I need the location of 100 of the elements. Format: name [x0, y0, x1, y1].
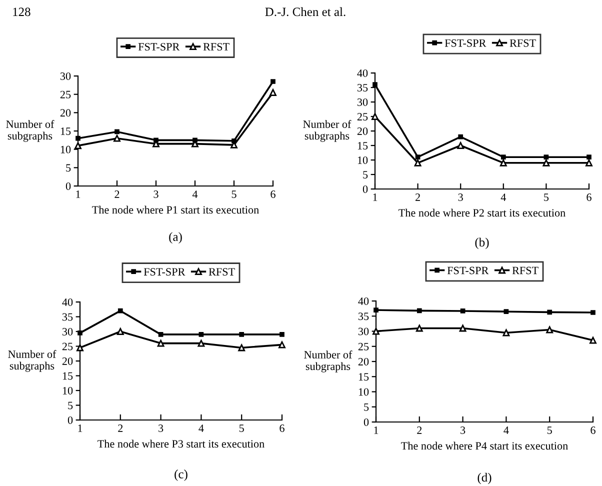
- point: [547, 310, 552, 315]
- y-axis-title: Number of subgraphs: [303, 120, 352, 142]
- point: [586, 159, 592, 166]
- x-axis-title: The node where P4 start its execution: [401, 442, 568, 450]
- y-tick-label: 0: [66, 182, 71, 190]
- point: [590, 310, 596, 315]
- x-tick-label: 2: [114, 190, 120, 198]
- point: [416, 308, 422, 314]
- x-tick-label: 3: [460, 426, 466, 434]
- point: [590, 336, 596, 344]
- point: [270, 79, 276, 84]
- text: (d): [478, 472, 492, 484]
- x-tick-label: 1: [373, 194, 378, 201]
- point: [415, 154, 420, 160]
- text: 128: [13, 8, 30, 16]
- y-tick-label: 20: [62, 357, 73, 365]
- text: D.-J. Chen et al.: [265, 7, 346, 16]
- y-tick-label: 5: [68, 402, 73, 410]
- text: (c): [174, 470, 188, 481]
- x-tick-label: 3: [154, 190, 158, 198]
- y-tick-label: 40: [62, 298, 73, 306]
- text: (b): [475, 238, 489, 250]
- x-tick-label: 4: [504, 426, 509, 434]
- y-tick-label: 25: [358, 342, 369, 350]
- point: [280, 332, 284, 337]
- x-axis-title: The node where P2 start its execution: [398, 208, 566, 217]
- legend-label: FST-SPR: [444, 39, 486, 47]
- y-axis-title: Number of subgraphs: [6, 120, 54, 142]
- point: [198, 332, 204, 337]
- y-tick-label: 5: [363, 171, 368, 178]
- y-tick-label: 10: [60, 146, 71, 154]
- y-tick-label: 15: [62, 372, 73, 380]
- text: (a): [169, 232, 182, 244]
- y-tick-label: 0: [362, 185, 368, 193]
- x-tick-label: 6: [270, 190, 276, 198]
- y-tick-label: 20: [60, 109, 71, 117]
- point: [374, 308, 378, 313]
- x-tick-label: 1: [374, 426, 378, 434]
- legend-label: FST-SPR: [447, 266, 489, 274]
- y-axis-title: Number of subgraphs: [8, 350, 56, 372]
- y-tick-label: 20: [357, 127, 368, 135]
- legend-label: RFST: [203, 43, 230, 51]
- y-tick-label: 15: [358, 142, 368, 150]
- x-tick-label: 2: [416, 194, 420, 201]
- x-tick-label: 4: [500, 194, 506, 201]
- x-tick-label: 6: [590, 426, 596, 434]
- point: [500, 154, 506, 160]
- point: [158, 332, 164, 337]
- x-tick-label: 4: [192, 190, 198, 198]
- x-tick-label: 2: [118, 424, 123, 432]
- y-tick-label: 40: [357, 69, 368, 77]
- x-tick-label: 1: [76, 190, 80, 198]
- x-tick-label: 3: [458, 194, 463, 201]
- legend-label: RFST: [208, 268, 235, 276]
- legend-label: RFST: [510, 39, 536, 47]
- y-tick-label: 10: [358, 156, 368, 164]
- x-tick-label: 2: [417, 426, 422, 434]
- x-tick-label: 5: [239, 424, 244, 432]
- y-tick-label: 0: [364, 418, 369, 426]
- x-tick-label: 3: [158, 424, 164, 432]
- point: [157, 340, 164, 347]
- point: [198, 340, 205, 347]
- point: [586, 154, 592, 160]
- y-tick-label: 35: [358, 312, 369, 320]
- point: [460, 308, 466, 314]
- point: [544, 154, 549, 160]
- point: [459, 324, 466, 332]
- point: [76, 136, 80, 141]
- x-tick-label: 6: [586, 194, 592, 201]
- x-tick-label: 5: [232, 190, 236, 198]
- y-tick-label: 10: [62, 386, 73, 394]
- y-tick-label: 25: [357, 112, 368, 120]
- legend-label: FST-SPR: [138, 43, 180, 51]
- y-tick-label: 15: [60, 128, 71, 135]
- y-tick-label: 40: [358, 297, 369, 305]
- x-axis-title: The node where P3 start its execution: [98, 440, 264, 448]
- point: [238, 344, 246, 352]
- point: [504, 309, 509, 314]
- point: [458, 134, 464, 140]
- y-tick-label: 0: [68, 416, 73, 424]
- point: [542, 159, 550, 166]
- x-tick-label: 6: [280, 424, 284, 432]
- point: [270, 89, 276, 96]
- y-tick-label: 25: [62, 342, 73, 350]
- point: [239, 332, 244, 337]
- y-tick-label: 20: [358, 358, 369, 366]
- point: [114, 129, 120, 134]
- legend-label: FST-SPR: [144, 268, 186, 276]
- y-tick-label: 5: [66, 164, 71, 172]
- point: [457, 142, 464, 149]
- point: [546, 326, 554, 334]
- point: [114, 134, 120, 142]
- x-tick-label: 5: [547, 426, 552, 434]
- x-tick-label: 1: [78, 424, 82, 432]
- point: [502, 329, 510, 336]
- x-tick-label: 4: [198, 424, 204, 432]
- x-axis-title: The node where P1 start its execution: [92, 206, 259, 214]
- x-tick-label: 5: [544, 194, 549, 201]
- point: [118, 308, 123, 314]
- y-tick-label: 25: [60, 90, 71, 98]
